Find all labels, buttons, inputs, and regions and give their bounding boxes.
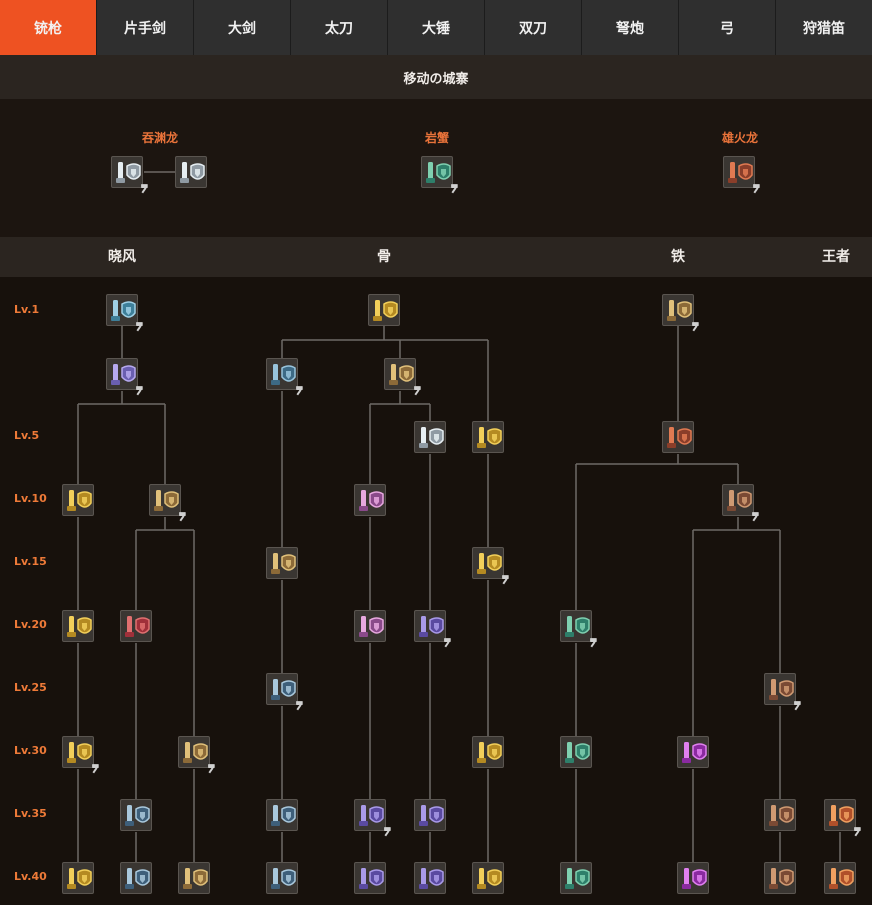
gunlance-icon[interactable] <box>120 610 152 642</box>
level-label: Lv.15 <box>14 555 47 568</box>
gunlance-icon[interactable] <box>354 484 386 516</box>
monster-title: 雄火龙 <box>721 131 759 145</box>
gunlance-icon[interactable] <box>149 484 186 522</box>
gunlance-icon[interactable] <box>384 358 421 396</box>
gunlance-icon[interactable] <box>266 862 298 894</box>
gunlance-icon[interactable] <box>722 484 759 522</box>
special-weapons-section: 吞渊龙 岩蟹 雄火龙 <box>0 99 872 237</box>
level-label: Lv.20 <box>14 618 47 631</box>
hammer-craft-icon <box>752 512 759 522</box>
gunlance-icon[interactable] <box>266 799 298 831</box>
tab-dual-blades[interactable]: 双刀 <box>485 0 582 55</box>
gunlance-icon[interactable] <box>175 156 207 188</box>
tree-header: 晓风 骨 铁 王者 <box>0 237 872 277</box>
gunlance-icon[interactable] <box>472 736 504 768</box>
hammer-craft-icon <box>136 386 143 396</box>
hammer-craft-icon <box>141 184 148 194</box>
gunlance-icon[interactable] <box>560 610 597 648</box>
upgrade-line <box>144 171 176 173</box>
gunlance-icon[interactable] <box>414 421 446 453</box>
weapon-type-tabs: 铳枪 片手剑 大剑 太刀 大锤 双刀 弩炮 弓 狩猎笛 <box>0 0 872 55</box>
level-label: Lv.40 <box>14 870 47 883</box>
gunlance-icon[interactable] <box>178 736 215 774</box>
hammer-craft-icon <box>179 512 186 522</box>
hammer-craft-icon <box>590 638 597 648</box>
gunlance-icon[interactable] <box>421 156 458 194</box>
gunlance-icon[interactable] <box>560 736 592 768</box>
gunlance-icon[interactable] <box>354 610 386 642</box>
gunlance-icon[interactable] <box>472 862 504 894</box>
gunlance-icon[interactable] <box>677 736 709 768</box>
gunlance-icon[interactable] <box>472 421 504 453</box>
gunlance-icon[interactable] <box>414 799 446 831</box>
upgrade-lines <box>77 326 841 862</box>
monster-title: 岩蟹 <box>424 131 450 145</box>
region-title: 移动の城寨 <box>0 55 872 99</box>
tab-sword-and-shield[interactable]: 片手剑 <box>97 0 194 55</box>
tab-gunlance[interactable]: 铳枪 <box>0 0 97 55</box>
tree-title: 铁 <box>671 249 685 265</box>
gunlance-icon[interactable] <box>764 673 801 711</box>
gunlance-icon[interactable] <box>824 862 856 894</box>
gunlance-icon[interactable] <box>368 294 400 326</box>
tree-title: 晓风 <box>108 249 136 265</box>
gunlance-icon[interactable] <box>677 862 709 894</box>
gunlance-icon[interactable] <box>414 610 451 648</box>
gunlance-icon[interactable] <box>764 862 796 894</box>
gunlance-icon[interactable] <box>266 358 303 396</box>
hammer-craft-icon <box>854 827 861 837</box>
level-label: Lv.25 <box>14 681 47 694</box>
tab-bow[interactable]: 弓 <box>679 0 776 55</box>
hammer-craft-icon <box>794 701 801 711</box>
weapon-tree: Lv.1 Lv.5 Lv.10 Lv.15 Lv.20 Lv.25 Lv.30 … <box>0 277 872 905</box>
hammer-craft-icon <box>502 575 509 585</box>
hammer-craft-icon <box>208 764 215 774</box>
hammer-craft-icon <box>414 386 421 396</box>
tab-long-sword[interactable]: 太刀 <box>291 0 388 55</box>
level-label: Lv.5 <box>14 429 40 442</box>
tab-bowgun[interactable]: 弩炮 <box>582 0 679 55</box>
gunlance-icon[interactable] <box>266 547 298 579</box>
hammer-craft-icon <box>92 764 99 774</box>
tab-hammer[interactable]: 大锤 <box>388 0 485 55</box>
gunlance-icon[interactable] <box>111 156 148 194</box>
gunlance-icon[interactable] <box>662 294 699 332</box>
hammer-craft-icon <box>296 701 303 711</box>
hammer-craft-icon <box>136 322 143 332</box>
gunlance-icon[interactable] <box>354 862 386 894</box>
monster-title: 吞渊龙 <box>141 131 179 145</box>
gunlance-icon[interactable] <box>414 862 446 894</box>
tree-title: 骨 <box>377 249 391 265</box>
gunlance-icon[interactable] <box>106 358 143 396</box>
gunlance-icon[interactable] <box>266 673 303 711</box>
gunlance-icon[interactable] <box>62 862 94 894</box>
hammer-craft-icon <box>692 322 699 332</box>
gunlance-icon[interactable] <box>178 862 210 894</box>
gunlance-icon[interactable] <box>120 862 152 894</box>
hammer-craft-icon <box>753 184 760 194</box>
gunlance-icon[interactable] <box>62 610 94 642</box>
level-label: Lv.35 <box>14 807 47 820</box>
level-label: Lv.30 <box>14 744 47 757</box>
gunlance-icon[interactable] <box>354 799 391 837</box>
tree-title: 王者 <box>822 249 850 265</box>
gunlance-icon[interactable] <box>62 484 94 516</box>
gunlance-icon[interactable] <box>106 294 143 332</box>
gunlance-icon[interactable] <box>723 156 760 194</box>
hammer-craft-icon <box>296 386 303 396</box>
gunlance-icon[interactable] <box>560 862 592 894</box>
level-label: Lv.10 <box>14 492 47 505</box>
gunlance-icon[interactable] <box>62 736 99 774</box>
tab-great-sword[interactable]: 大剑 <box>194 0 291 55</box>
gunlance-icon[interactable] <box>472 547 509 585</box>
hammer-craft-icon <box>451 184 458 194</box>
hammer-craft-icon <box>384 827 391 837</box>
gunlance-icon[interactable] <box>764 799 796 831</box>
hammer-craft-icon <box>444 638 451 648</box>
tab-hunting-horn[interactable]: 狩猎笛 <box>776 0 872 55</box>
level-label: Lv.1 <box>14 303 40 316</box>
gunlance-icon[interactable] <box>662 421 694 453</box>
gunlance-icon[interactable] <box>824 799 861 837</box>
gunlance-icon[interactable] <box>120 799 152 831</box>
